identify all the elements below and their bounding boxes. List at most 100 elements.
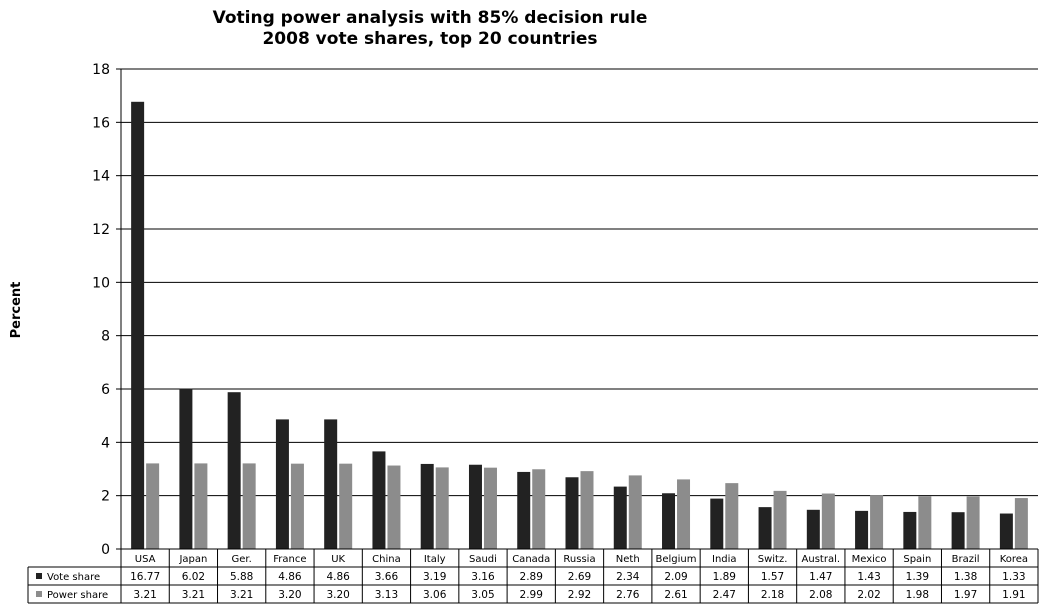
vote-share-value: 2.69	[568, 571, 591, 583]
power-share-bar	[483, 467, 497, 549]
vote-share-value: 1.57	[761, 571, 784, 583]
y-tick-label: 18	[92, 62, 110, 78]
category-label: Mexico	[852, 554, 887, 565]
y-axis-label: Percent	[9, 282, 24, 339]
category-label: UK	[331, 554, 345, 565]
power-share-legend-key	[36, 591, 42, 597]
power-share-value: 1.97	[954, 589, 977, 601]
y-axis-ticks: 0 2 4 6 8 10 12 14 16 18	[92, 62, 121, 558]
power-share-bar	[435, 467, 449, 549]
category-label: Saudi	[469, 554, 497, 565]
vote-share-value: 4.86	[326, 571, 350, 583]
y-tick-label: 0	[101, 542, 110, 558]
power-share-value: 3.05	[471, 589, 494, 601]
power-share-value: 3.20	[326, 589, 349, 601]
y-tick-label: 16	[92, 115, 110, 131]
power-share-value: 1.91	[1002, 589, 1025, 601]
power-share-value: 1.98	[906, 589, 929, 601]
vote-share-value: 1.43	[857, 571, 880, 583]
gridlines	[121, 68, 1038, 497]
vote-share-bar	[806, 509, 820, 549]
y-tick-label: 4	[101, 435, 110, 451]
power-share-bar	[773, 490, 787, 549]
power-share-value: 2.99	[520, 589, 543, 601]
category-label: Russia	[563, 554, 595, 565]
vote-share-value: 3.19	[423, 571, 446, 583]
power-share-bar	[918, 496, 932, 549]
y-tick-label: 12	[92, 222, 110, 238]
vote-share-value: 3.66	[375, 571, 399, 583]
power-share-value: 2.61	[664, 589, 687, 601]
chart-title-line-2: 2008 vote shares, top 20 countries	[262, 29, 597, 49]
vote-share-value: 6.02	[182, 571, 205, 583]
vote-share-legend-label: Vote share	[47, 572, 100, 583]
category-label: China	[372, 554, 401, 565]
vote-share-bar	[758, 507, 772, 549]
category-label: Belgium	[656, 554, 697, 565]
vote-share-bar	[999, 513, 1013, 549]
vote-share-bar	[565, 477, 579, 549]
vote-share-bar	[951, 512, 965, 549]
power-share-value: 3.21	[133, 589, 156, 601]
vote-share-bar	[324, 419, 338, 549]
power-share-bar	[821, 493, 835, 549]
category-label: Ger.	[232, 554, 252, 565]
power-share-value: 2.47	[713, 589, 736, 601]
power-share-value: 3.20	[278, 589, 301, 601]
vote-share-bar	[131, 101, 145, 550]
category-label: Switz.	[758, 554, 788, 565]
category-label: Neth	[616, 554, 640, 565]
category-label: USA	[135, 554, 156, 565]
bars	[131, 101, 1028, 550]
power-share-value: 2.76	[616, 589, 640, 601]
power-share-value: 2.02	[857, 589, 880, 601]
category-label: Japan	[178, 554, 207, 565]
power-share-bar	[1014, 498, 1028, 549]
y-tick-label: 2	[101, 489, 110, 505]
power-share-bar	[339, 463, 353, 549]
power-share-bar	[532, 469, 546, 549]
power-share-bar	[725, 483, 739, 549]
vote-share-value: 2.34	[616, 571, 640, 583]
vote-share-value: 1.47	[809, 571, 832, 583]
category-label: Austral.	[802, 554, 841, 565]
category-label: Brazil	[952, 554, 980, 565]
vote-share-bar	[710, 498, 724, 549]
power-share-bar	[290, 463, 304, 549]
power-share-bar	[387, 465, 401, 549]
power-share-value: 2.18	[761, 589, 784, 601]
vote-share-legend-key	[36, 573, 42, 579]
vote-share-value: 1.38	[954, 571, 977, 583]
vote-share-value: 3.16	[471, 571, 495, 583]
vote-share-bar	[613, 486, 627, 549]
vote-share-value: 1.89	[713, 571, 736, 583]
y-tick-label: 14	[92, 169, 110, 185]
vote-share-bar	[662, 493, 676, 549]
power-share-legend-label: Power share	[47, 590, 108, 601]
vote-share-value: 1.39	[906, 571, 929, 583]
category-label: Korea	[1000, 554, 1028, 565]
power-share-value: 3.06	[423, 589, 447, 601]
vote-share-value: 5.88	[230, 571, 253, 583]
vote-share-bar	[275, 419, 289, 549]
data-table: USA 16.77 3.21 Japan 6.02 3.21 Ger. 5.88 3.21 Fra…	[27, 548, 1039, 604]
power-share-value: 3.13	[375, 589, 398, 601]
vote-share-value: 4.86	[278, 571, 302, 583]
category-label: France	[273, 554, 306, 565]
category-label: Spain	[903, 554, 931, 565]
chart-title-line-1: Voting power analysis with 85% decision …	[213, 8, 648, 28]
vote-share-value: 1.33	[1002, 571, 1025, 583]
power-share-bar	[628, 475, 642, 549]
category-label: Canada	[512, 554, 550, 565]
power-share-bar	[870, 495, 884, 549]
category-label: Italy	[424, 554, 446, 565]
power-share-bar	[146, 463, 160, 549]
power-share-value: 2.92	[568, 589, 591, 601]
vote-share-bar	[179, 388, 193, 549]
power-share-bar	[966, 496, 980, 549]
power-share-value: 3.21	[230, 589, 253, 601]
power-share-bar	[194, 463, 208, 549]
vote-share-bar	[420, 463, 434, 549]
power-share-bar	[677, 479, 691, 549]
